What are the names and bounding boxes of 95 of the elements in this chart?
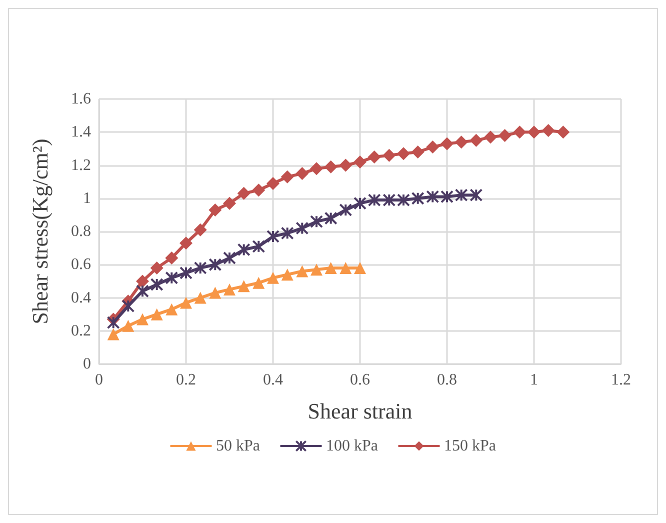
point bbox=[136, 274, 149, 288]
point bbox=[208, 203, 222, 216]
point bbox=[340, 262, 352, 274]
point bbox=[484, 130, 497, 144]
x-tick-label: 1 bbox=[530, 372, 538, 388]
x-tick-label: 0.6 bbox=[350, 372, 370, 388]
y-tick-label: 0.6 bbox=[71, 256, 91, 274]
point bbox=[397, 194, 410, 207]
point bbox=[224, 283, 236, 296]
point bbox=[194, 261, 207, 274]
y-tick-label: 0.4 bbox=[71, 289, 91, 306]
point bbox=[426, 190, 440, 204]
point bbox=[411, 192, 424, 205]
y-tick-label: 1.2 bbox=[71, 156, 91, 174]
point bbox=[354, 196, 366, 210]
point bbox=[296, 167, 309, 180]
point bbox=[280, 170, 294, 184]
point bbox=[266, 176, 280, 190]
y-tick-label: 1.6 bbox=[71, 90, 91, 108]
point bbox=[281, 268, 294, 281]
point bbox=[310, 215, 323, 228]
point bbox=[382, 194, 396, 207]
point bbox=[267, 272, 279, 284]
point bbox=[368, 194, 381, 207]
y-tick-label: 1 bbox=[83, 190, 91, 207]
legend-label: 100 kPa bbox=[326, 438, 378, 454]
point bbox=[122, 300, 135, 313]
point bbox=[470, 134, 483, 147]
point bbox=[556, 126, 570, 139]
x-tick-label: 0.8 bbox=[437, 372, 457, 388]
point bbox=[339, 158, 352, 172]
point bbox=[354, 155, 366, 168]
point bbox=[150, 308, 163, 320]
point bbox=[454, 136, 468, 149]
point bbox=[382, 148, 396, 162]
point bbox=[280, 226, 294, 240]
point bbox=[397, 147, 410, 160]
point bbox=[296, 265, 308, 278]
point bbox=[238, 280, 250, 292]
point bbox=[194, 223, 207, 236]
point bbox=[150, 261, 164, 274]
point bbox=[106, 316, 120, 330]
point bbox=[223, 252, 236, 264]
point bbox=[440, 137, 454, 150]
point bbox=[310, 162, 323, 176]
point bbox=[310, 264, 322, 276]
point bbox=[324, 160, 338, 174]
x-tick-label: 0 bbox=[95, 372, 103, 388]
point bbox=[180, 296, 192, 309]
point bbox=[411, 146, 424, 158]
point bbox=[165, 252, 178, 264]
point bbox=[223, 196, 236, 210]
x-tick-label: 1.2 bbox=[611, 372, 631, 388]
point bbox=[339, 203, 352, 216]
point bbox=[165, 271, 178, 284]
legend-label: 50 kPa bbox=[216, 438, 260, 454]
point bbox=[252, 184, 266, 197]
point bbox=[252, 240, 266, 253]
point bbox=[324, 212, 338, 225]
legend-label: 150 kPa bbox=[444, 438, 496, 454]
point bbox=[513, 126, 526, 139]
y-tick-label: 0.2 bbox=[71, 322, 91, 340]
point bbox=[136, 313, 148, 326]
point bbox=[542, 124, 555, 137]
point bbox=[368, 150, 381, 164]
x-tick-label: 0.2 bbox=[176, 372, 196, 388]
point bbox=[354, 262, 366, 274]
point bbox=[150, 278, 164, 291]
x-axis-title: Shear strain bbox=[308, 398, 412, 424]
y-tick-label: 0 bbox=[83, 356, 91, 372]
point bbox=[180, 266, 192, 280]
point bbox=[194, 292, 206, 304]
point bbox=[252, 276, 265, 289]
point bbox=[426, 140, 440, 154]
point bbox=[208, 258, 222, 272]
point bbox=[440, 190, 454, 204]
point bbox=[266, 230, 280, 243]
y-axis-title: Shear stress(Kg/cm²) bbox=[28, 138, 52, 324]
point bbox=[324, 262, 337, 274]
point bbox=[237, 186, 250, 200]
point bbox=[136, 284, 149, 298]
point bbox=[470, 188, 483, 202]
point bbox=[166, 303, 178, 316]
point bbox=[498, 128, 512, 142]
y-tick-label: 1.4 bbox=[71, 124, 91, 141]
point bbox=[107, 328, 120, 340]
point bbox=[122, 320, 134, 332]
point bbox=[528, 126, 540, 139]
x-tick-label: 0.4 bbox=[263, 372, 283, 388]
y-tick-label: 0.8 bbox=[71, 223, 91, 240]
point bbox=[454, 188, 468, 202]
point bbox=[180, 236, 192, 250]
point bbox=[209, 286, 222, 299]
point bbox=[237, 243, 250, 256]
point bbox=[296, 222, 309, 235]
